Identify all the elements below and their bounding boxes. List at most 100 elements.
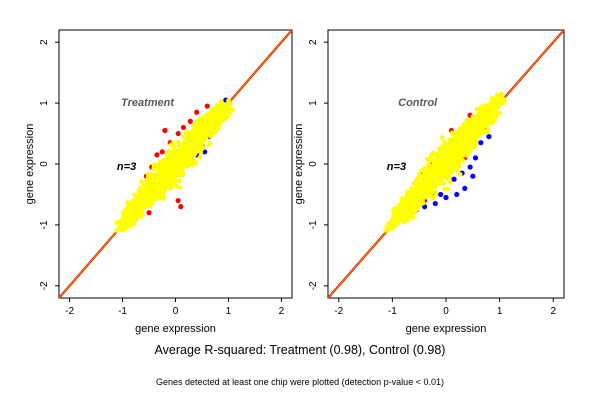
data-point-bulk	[482, 117, 487, 123]
data-point-bulk	[157, 171, 162, 177]
y-axis-label: gene expression	[293, 124, 305, 205]
data-point-bulk	[452, 165, 458, 171]
data-point-below	[443, 194, 449, 201]
data-point-bulk	[131, 221, 136, 227]
data-point-bulk	[465, 143, 471, 148]
data-point-bulk	[192, 158, 198, 164]
data-point-bulk	[215, 121, 221, 127]
data-point-bulk	[174, 183, 179, 189]
data-point-bulk	[482, 104, 488, 109]
data-point-bulk	[409, 186, 414, 191]
data-point-bulk	[181, 162, 186, 167]
data-point-bulk	[149, 171, 155, 177]
data-point-bulk	[170, 162, 176, 168]
data-point-bulk	[417, 197, 423, 202]
data-point-bulk	[430, 196, 435, 201]
data-point-bulk	[157, 191, 162, 196]
x-tick-label: -2	[334, 306, 343, 317]
data-point-above	[159, 149, 165, 155]
data-point-bulk	[193, 148, 198, 154]
data-point-bulk	[120, 211, 126, 217]
data-point-bulk	[227, 111, 232, 117]
data-point-bulk	[421, 167, 427, 173]
data-point-bulk	[450, 157, 455, 162]
y-tick-label: 0	[39, 161, 50, 167]
figure-footnote: Genes detected at least one chip were pl…	[156, 377, 444, 387]
data-point-bulk	[155, 186, 161, 192]
data-point-bulk	[473, 138, 479, 144]
data-point-bulk	[495, 94, 500, 99]
data-point-bulk	[453, 161, 459, 166]
data-point-bulk	[470, 135, 476, 141]
data-point-below	[470, 173, 476, 179]
x-axis-label: gene expression	[135, 323, 216, 335]
data-point-below	[478, 140, 484, 146]
y-tick-label: 1	[308, 100, 319, 106]
data-point-below	[462, 185, 468, 191]
data-point-bulk	[447, 180, 453, 185]
data-point-bulk	[404, 191, 410, 197]
data-point-bulk	[180, 158, 186, 164]
data-point-bulk	[447, 169, 453, 175]
data-point-bulk	[227, 106, 232, 111]
y-tick-label: 0	[308, 161, 319, 167]
data-point-bulk	[490, 110, 495, 115]
data-point-bulk	[150, 198, 155, 203]
data-point-bulk	[141, 182, 147, 187]
data-point-bulk	[145, 172, 151, 177]
y-tick-label: -2	[308, 281, 319, 290]
x-tick-label: 2	[550, 306, 556, 317]
data-point-above	[178, 204, 184, 210]
y-axis-label: gene expression	[24, 124, 36, 205]
data-point-below	[451, 176, 457, 182]
data-point-above	[154, 152, 160, 158]
data-point-bulk	[196, 131, 201, 137]
data-point-bulk	[117, 222, 122, 227]
data-point-bulk	[195, 118, 200, 124]
sample-size-label: n=3	[387, 161, 406, 173]
data-point-bulk	[164, 174, 170, 179]
data-point-below	[467, 164, 473, 170]
x-tick-label: 2	[279, 306, 285, 317]
data-point-bulk	[384, 224, 389, 230]
data-point-bulk	[219, 114, 225, 120]
data-point-bulk	[391, 220, 397, 226]
data-point-bulk	[436, 177, 442, 183]
data-point-bulk	[475, 118, 480, 123]
plot-area	[328, 30, 564, 298]
data-point-bulk	[440, 143, 445, 149]
data-point-bulk	[457, 172, 463, 177]
data-point-bulk	[155, 175, 161, 180]
data-point-bulk	[474, 107, 480, 112]
x-tick-label: -1	[118, 306, 127, 317]
data-point-bulk	[114, 228, 119, 233]
data-point-bulk	[160, 169, 166, 175]
data-point-bulk	[443, 154, 448, 159]
data-point-bulk	[489, 95, 495, 101]
data-point-bulk	[442, 186, 447, 192]
data-point-bulk	[149, 175, 154, 181]
data-point-above	[204, 103, 210, 109]
data-point-below	[438, 191, 444, 198]
data-point-bulk	[176, 178, 182, 184]
data-point-bulk	[442, 139, 447, 145]
data-point-bulk	[442, 167, 448, 173]
data-point-bulk	[451, 145, 457, 150]
data-point-bulk	[410, 215, 416, 220]
panel-title: Treatment	[121, 97, 175, 109]
data-point-above	[162, 127, 168, 134]
data-point-bulk	[441, 181, 446, 186]
data-point-bulk	[403, 205, 408, 211]
figure-caption: Average R-squared: Treatment (0.98), Con…	[154, 343, 446, 357]
data-point-above	[180, 124, 187, 131]
y-tick-label: -1	[308, 220, 319, 229]
data-point-bulk	[199, 117, 204, 123]
data-point-bulk	[193, 139, 199, 144]
sample-size-label: n=3	[117, 161, 136, 173]
data-point-bulk	[172, 148, 178, 153]
data-point-bulk	[197, 137, 202, 143]
data-point-bulk	[177, 172, 183, 178]
data-point-bulk	[462, 124, 467, 130]
data-point-bulk	[167, 186, 173, 191]
plot-area	[59, 30, 292, 298]
